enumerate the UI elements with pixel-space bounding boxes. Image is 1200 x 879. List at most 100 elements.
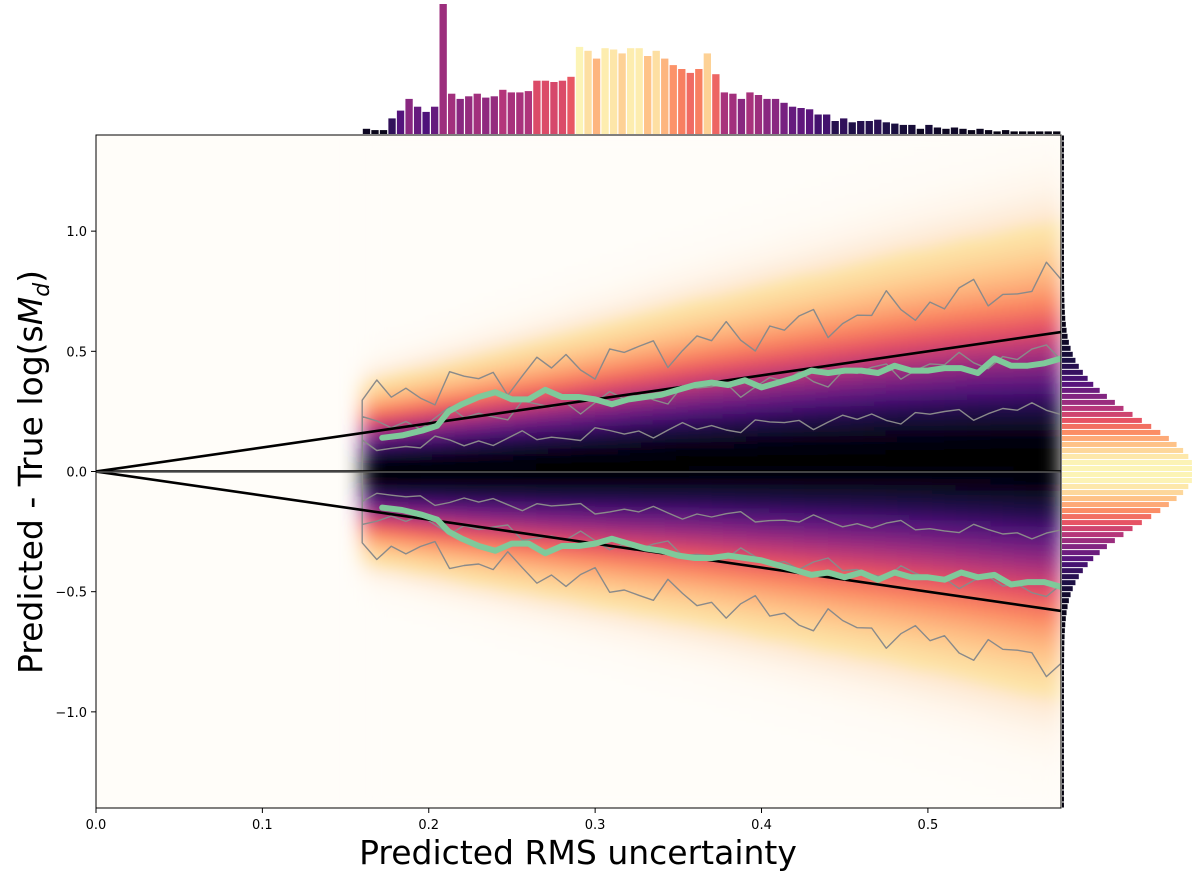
heatmap-cell <box>478 609 492 617</box>
heatmap-cell <box>839 321 853 329</box>
heatmap-cell <box>583 783 597 791</box>
heatmap-cell <box>769 465 783 473</box>
heatmap-cell <box>536 627 550 635</box>
heatmap-cell <box>536 795 550 803</box>
heatmap-cell <box>571 795 585 803</box>
heatmap-cell <box>851 747 865 755</box>
heatmap-cell <box>676 309 690 317</box>
heatmap-cell <box>548 303 562 311</box>
heatmap-cell <box>734 141 748 149</box>
heatmap-cell <box>676 279 690 287</box>
heatmap-cell <box>478 309 492 317</box>
heatmap-cell <box>793 207 806 215</box>
heatmap-cell <box>653 423 667 431</box>
heatmap-cell <box>373 387 387 395</box>
heatmap-cell <box>839 267 853 275</box>
heatmap-cell <box>501 789 515 797</box>
heatmap-cell <box>699 519 713 527</box>
heatmap-cell <box>688 483 701 491</box>
heatmap-cell <box>758 369 771 377</box>
heatmap-cell <box>571 687 585 695</box>
heatmap-cell <box>630 735 643 743</box>
heatmap-cell <box>804 201 818 209</box>
heatmap-cell <box>525 315 538 323</box>
heatmap-cell <box>804 615 818 623</box>
heatmap-cell <box>571 765 585 773</box>
heatmap-cell <box>839 747 853 755</box>
heatmap-cell <box>676 633 690 641</box>
heatmap-cell <box>839 459 853 467</box>
heatmap-cell <box>362 231 375 239</box>
heatmap-cell <box>653 543 667 551</box>
heatmap-cell <box>513 207 527 215</box>
heatmap-cell <box>362 639 375 647</box>
heatmap-cell <box>455 699 469 707</box>
heatmap-cell <box>385 699 399 707</box>
heatmap-cell <box>525 495 538 503</box>
heatmap-cell <box>571 507 585 515</box>
heatmap-cell <box>525 789 538 797</box>
heatmap-cell <box>606 489 620 497</box>
heatmap-cell <box>711 735 725 743</box>
heatmap-cell <box>478 723 492 731</box>
heatmap-cell <box>828 549 841 557</box>
heatmap-cell <box>420 777 434 785</box>
heatmap-cell <box>606 693 620 701</box>
heatmap-cell <box>467 585 480 593</box>
heatmap-cell <box>618 231 632 239</box>
heatmap-cell <box>560 663 573 671</box>
heatmap-cell <box>467 309 480 317</box>
heatmap-cell <box>781 669 795 677</box>
heatmap-cell <box>536 561 550 569</box>
heatmap-cell <box>467 777 480 785</box>
heatmap-cell <box>828 345 841 353</box>
heatmap-cell <box>734 483 748 491</box>
heatmap-cell <box>863 393 876 401</box>
heatmap-cell <box>665 171 678 179</box>
heatmap-cell <box>455 717 469 725</box>
heatmap-cell <box>781 615 795 623</box>
heatmap-cell <box>653 447 667 455</box>
heatmap-cell <box>583 777 597 785</box>
heatmap-cell <box>606 471 620 479</box>
heatmap-cell <box>781 711 795 719</box>
heatmap-cell <box>501 339 515 347</box>
heatmap-cell <box>397 729 410 737</box>
heatmap-cell <box>711 297 725 305</box>
heatmap-cell <box>525 453 538 461</box>
heatmap-cell <box>653 303 667 311</box>
heatmap-cell <box>513 147 527 155</box>
heatmap-cell <box>443 363 457 371</box>
heatmap-cell <box>595 735 608 743</box>
heatmap-cell <box>699 369 713 377</box>
heatmap-cell <box>583 609 597 617</box>
heatmap-cell <box>723 735 736 743</box>
heatmap-cell <box>548 519 562 527</box>
heatmap-cell <box>746 405 760 413</box>
heatmap-cell <box>816 543 830 551</box>
heatmap-cell <box>699 717 713 725</box>
heatmap-cell <box>571 477 585 485</box>
heatmap-cell <box>536 243 550 251</box>
heatmap-cell <box>665 663 678 671</box>
heatmap-cell <box>711 285 725 293</box>
heatmap-cell <box>420 315 434 323</box>
heatmap-cell <box>711 459 725 467</box>
heatmap-cell <box>560 555 573 563</box>
heatmap-cell <box>467 681 480 689</box>
heatmap-cell <box>863 519 876 527</box>
heatmap-cell <box>362 321 375 329</box>
heatmap-cell <box>408 669 422 677</box>
heatmap-cell <box>443 615 457 623</box>
heatmap-cell <box>734 717 748 725</box>
heatmap-cell <box>455 753 469 761</box>
heatmap-cell <box>723 717 736 725</box>
heatmap-cell <box>571 267 585 275</box>
heatmap-cell <box>723 711 736 719</box>
heatmap-cell <box>583 477 597 485</box>
heatmap-cell <box>432 441 445 449</box>
heatmap-cell <box>397 651 410 659</box>
heatmap-cell <box>863 681 876 689</box>
heatmap-cell <box>595 507 608 515</box>
heatmap-cell <box>595 267 608 275</box>
